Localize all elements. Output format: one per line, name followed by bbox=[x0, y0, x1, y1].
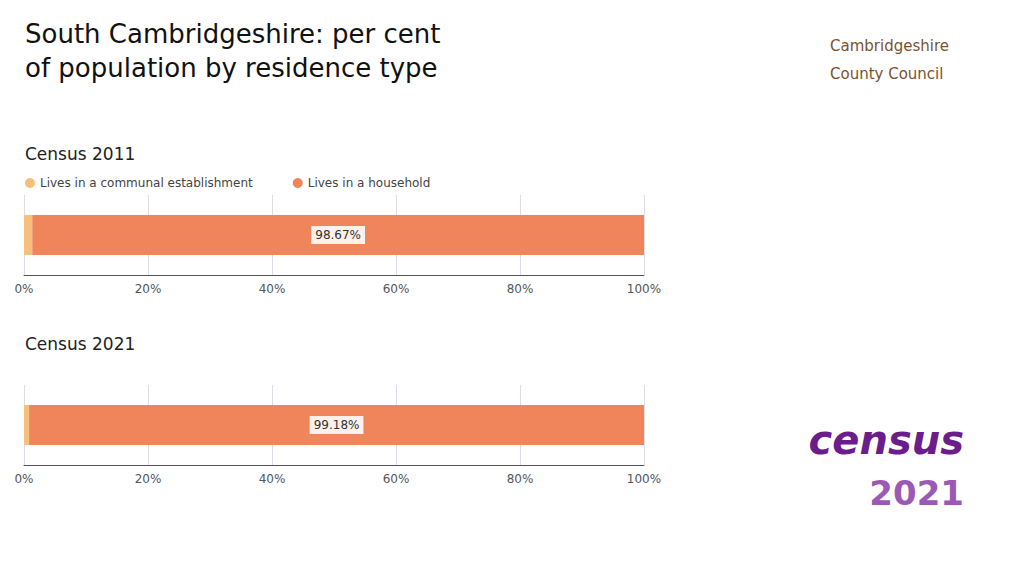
svg-text:98.67%: 98.67% bbox=[315, 228, 361, 242]
svg-text:Cambridgeshire: Cambridgeshire bbox=[830, 37, 949, 55]
svg-text:40%: 40% bbox=[259, 282, 286, 296]
svg-text:100%: 100% bbox=[627, 282, 661, 296]
svg-text:60%: 60% bbox=[383, 472, 410, 486]
svg-text:100%: 100% bbox=[627, 472, 661, 486]
svg-text:99.18%: 99.18% bbox=[314, 418, 360, 432]
svg-text:Lives in a household: Lives in a household bbox=[308, 176, 431, 190]
svg-text:Lives in a communal establishm: Lives in a communal establishment bbox=[40, 176, 253, 190]
svg-text:20%: 20% bbox=[135, 282, 162, 296]
svg-text:South Cambridgeshire: per cent: South Cambridgeshire: per cent bbox=[25, 19, 440, 49]
svg-text:Census 2011: Census 2011 bbox=[25, 144, 135, 164]
svg-text:60%: 60% bbox=[383, 282, 410, 296]
svg-text:0%: 0% bbox=[14, 472, 33, 486]
svg-text:20%: 20% bbox=[135, 472, 162, 486]
svg-text:80%: 80% bbox=[507, 282, 534, 296]
svg-text:2021: 2021 bbox=[869, 473, 964, 513]
svg-text:census: census bbox=[809, 417, 964, 463]
svg-text:80%: 80% bbox=[507, 472, 534, 486]
svg-text:40%: 40% bbox=[259, 472, 286, 486]
svg-text:0%: 0% bbox=[14, 282, 33, 296]
svg-text:of population by residence typ: of population by residence type bbox=[25, 53, 438, 83]
svg-text:County Council: County Council bbox=[830, 65, 943, 83]
svg-text:Census 2021: Census 2021 bbox=[25, 334, 135, 354]
